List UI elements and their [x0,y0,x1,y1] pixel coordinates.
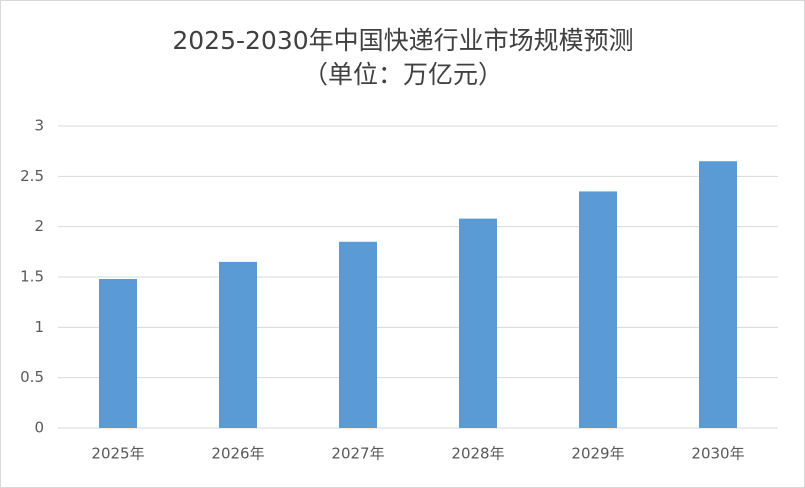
bar [219,261,257,428]
y-tick-label: 2.5 [20,167,44,185]
bar [699,161,737,428]
y-tick-label: 1.5 [20,268,44,286]
y-tick-label: 0.5 [20,368,44,386]
x-tick-label: 2027年 [331,445,384,463]
chart-title: 2025-2030年中国快递行业市场规模预测 [172,26,633,55]
y-tick-label: 3 [34,117,44,135]
x-tick-label: 2026年 [211,445,264,463]
y-tick-label: 1 [34,318,44,336]
bar [99,279,137,428]
x-tick-label: 2028年 [451,445,504,463]
bar [339,241,377,428]
y-tick-label: 2 [34,217,44,235]
x-tick-label: 2030年 [691,445,744,463]
bar [459,218,497,428]
bar [579,191,617,428]
x-tick-label: 2029年 [571,445,624,463]
chart-subtitle: （单位：万亿元） [303,60,503,89]
x-tick-label: 2025年 [91,445,144,463]
y-tick-label: 0 [34,419,44,437]
